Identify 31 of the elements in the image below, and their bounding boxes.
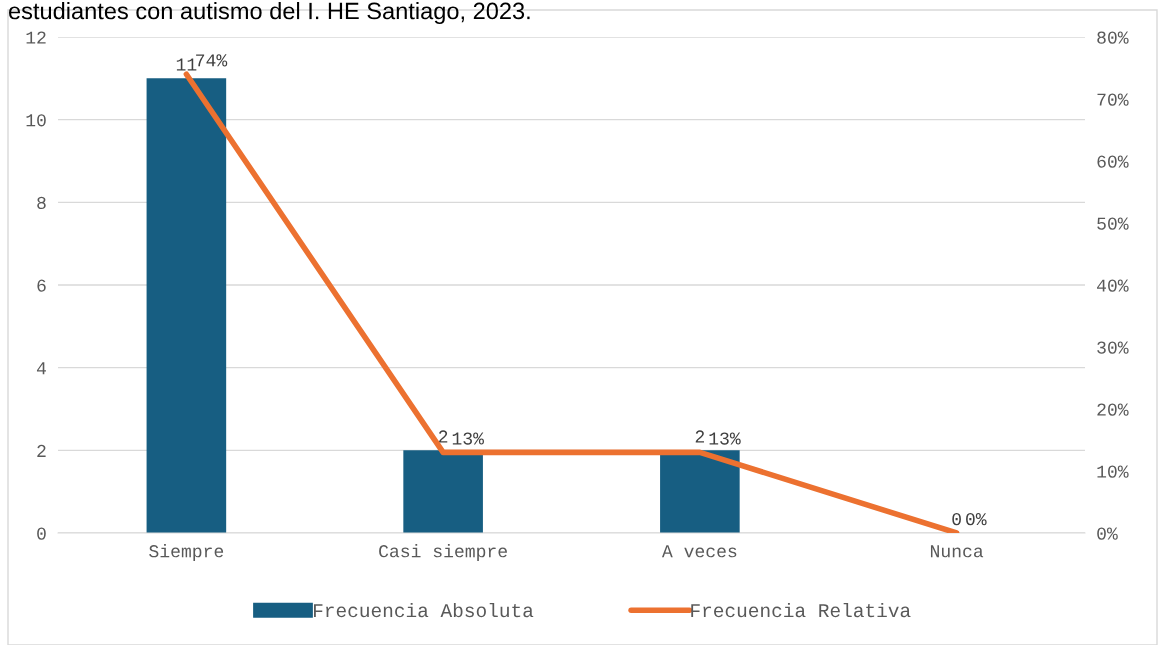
- legend-label: Frecuencia Relativa: [691, 602, 911, 618]
- y2-tick-label: 50%: [1097, 217, 1129, 230]
- y-tick-label: 2: [37, 444, 46, 457]
- y2-tick-label: 10%: [1097, 465, 1129, 478]
- y-tick-label: 0: [37, 527, 46, 540]
- y-tick-label: 4: [36, 362, 46, 375]
- data-label: 11: [176, 58, 197, 71]
- chart-title: estudiantes con autismo del I. HE Santiago, 2023.: [9, 2, 530, 25]
- x-tick-label: Siempre: [149, 544, 224, 561]
- y2-tick-label: 0%: [1097, 527, 1118, 540]
- x-tick-label: A veces: [661, 545, 737, 558]
- y-tick-label: 12: [26, 31, 46, 44]
- y2-tick-label: 40%: [1097, 279, 1129, 292]
- data-label: 0%: [966, 513, 987, 526]
- legend-label: Frecuencia Absoluta: [314, 602, 534, 618]
- y-tick-label: 10: [26, 114, 46, 127]
- data-label: 2: [695, 430, 705, 443]
- y2-tick-label: 80%: [1097, 31, 1129, 44]
- data-label: 0: [952, 513, 961, 526]
- y-tick-label: 8: [37, 196, 46, 210]
- y2-tick-label: 60%: [1097, 155, 1129, 168]
- y2-tick-label: 70%: [1097, 93, 1129, 106]
- x-tick-label: Nunca: [930, 545, 984, 558]
- data-label: 13%: [452, 432, 484, 445]
- data-label: 13%: [709, 432, 741, 445]
- y-tick-label: 6: [37, 279, 46, 292]
- x-tick-label: Casi siempre: [379, 544, 507, 561]
- y2-tick-label: 30%: [1097, 341, 1129, 354]
- data-label: 2: [438, 430, 448, 443]
- data-label: 74%: [196, 54, 228, 67]
- y2-tick-label: 20%: [1097, 403, 1129, 416]
